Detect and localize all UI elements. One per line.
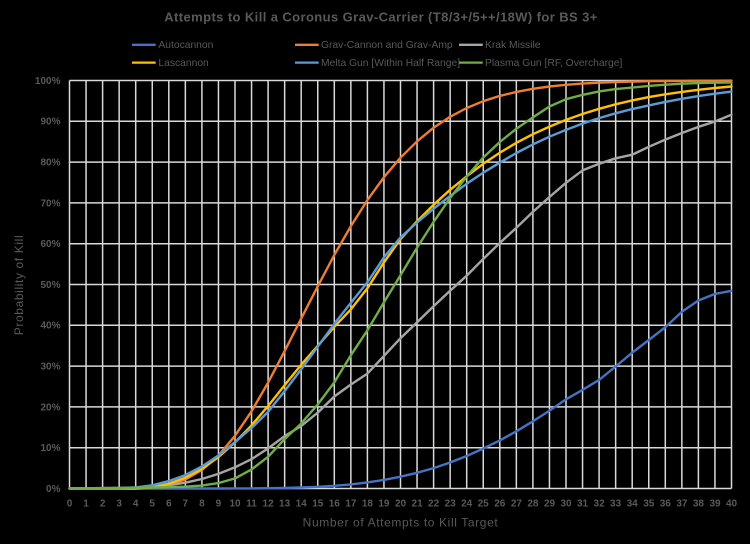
svg-text:35: 35 bbox=[643, 498, 655, 509]
svg-text:80%: 80% bbox=[40, 158, 60, 169]
svg-text:21: 21 bbox=[412, 498, 424, 509]
svg-text:19: 19 bbox=[378, 498, 390, 509]
svg-text:18: 18 bbox=[362, 498, 374, 509]
svg-text:16: 16 bbox=[329, 498, 341, 509]
svg-text:4: 4 bbox=[133, 498, 139, 509]
svg-text:Grav-Cannon and Grav-Amp: Grav-Cannon and Grav-Amp bbox=[321, 40, 453, 51]
svg-text:32: 32 bbox=[594, 498, 606, 509]
svg-text:17: 17 bbox=[345, 498, 357, 509]
svg-text:25: 25 bbox=[478, 498, 490, 509]
svg-text:1: 1 bbox=[83, 498, 89, 509]
svg-text:30%: 30% bbox=[40, 362, 60, 373]
svg-text:6: 6 bbox=[166, 498, 172, 509]
svg-text:Melta Gun [Within Half Range]: Melta Gun [Within Half Range] bbox=[321, 58, 460, 69]
svg-text:10%: 10% bbox=[40, 443, 60, 454]
svg-text:28: 28 bbox=[527, 498, 539, 509]
svg-text:39: 39 bbox=[709, 498, 721, 509]
svg-text:37: 37 bbox=[676, 498, 688, 509]
svg-text:70%: 70% bbox=[40, 198, 60, 209]
svg-text:0: 0 bbox=[67, 498, 73, 509]
svg-text:60%: 60% bbox=[40, 239, 60, 250]
svg-text:33: 33 bbox=[610, 498, 622, 509]
svg-text:Probability of Kill: Probability of Kill bbox=[12, 235, 26, 336]
svg-text:23: 23 bbox=[445, 498, 457, 509]
svg-text:Number of Attempts to Kill Tar: Number of Attempts to Kill Target bbox=[303, 515, 499, 529]
svg-text:15: 15 bbox=[312, 498, 324, 509]
svg-text:14: 14 bbox=[296, 498, 308, 509]
svg-text:2: 2 bbox=[100, 498, 106, 509]
svg-text:38: 38 bbox=[693, 498, 705, 509]
svg-text:50%: 50% bbox=[40, 280, 60, 291]
svg-text:29: 29 bbox=[544, 498, 556, 509]
svg-text:31: 31 bbox=[577, 498, 589, 509]
svg-text:Plasma Gun [RF, Overcharge]: Plasma Gun [RF, Overcharge] bbox=[485, 58, 622, 69]
svg-text:20: 20 bbox=[395, 498, 407, 509]
svg-text:100%: 100% bbox=[35, 76, 61, 87]
svg-text:5: 5 bbox=[149, 498, 155, 509]
svg-text:10: 10 bbox=[229, 498, 241, 509]
svg-text:26: 26 bbox=[494, 498, 506, 509]
svg-text:13: 13 bbox=[279, 498, 291, 509]
svg-text:24: 24 bbox=[461, 498, 473, 509]
svg-text:9: 9 bbox=[216, 498, 222, 509]
svg-text:20%: 20% bbox=[40, 402, 60, 413]
svg-text:34: 34 bbox=[627, 498, 639, 509]
svg-text:8: 8 bbox=[199, 498, 205, 509]
svg-text:12: 12 bbox=[263, 498, 275, 509]
svg-text:Autocannon: Autocannon bbox=[158, 40, 213, 51]
svg-text:22: 22 bbox=[428, 498, 440, 509]
svg-text:Lascannon: Lascannon bbox=[158, 58, 209, 69]
svg-text:3: 3 bbox=[116, 498, 122, 509]
svg-text:Krak Missile: Krak Missile bbox=[485, 40, 541, 51]
svg-text:30: 30 bbox=[560, 498, 572, 509]
svg-text:40%: 40% bbox=[40, 321, 60, 332]
svg-text:27: 27 bbox=[511, 498, 523, 509]
svg-text:Attempts to Kill a Coronus Gra: Attempts to Kill a Coronus Grav-Carrier … bbox=[164, 9, 597, 24]
svg-text:7: 7 bbox=[183, 498, 189, 509]
svg-text:11: 11 bbox=[246, 498, 257, 509]
svg-text:40: 40 bbox=[726, 498, 738, 509]
svg-text:90%: 90% bbox=[40, 117, 60, 128]
svg-text:36: 36 bbox=[660, 498, 672, 509]
svg-text:0%: 0% bbox=[46, 484, 61, 495]
